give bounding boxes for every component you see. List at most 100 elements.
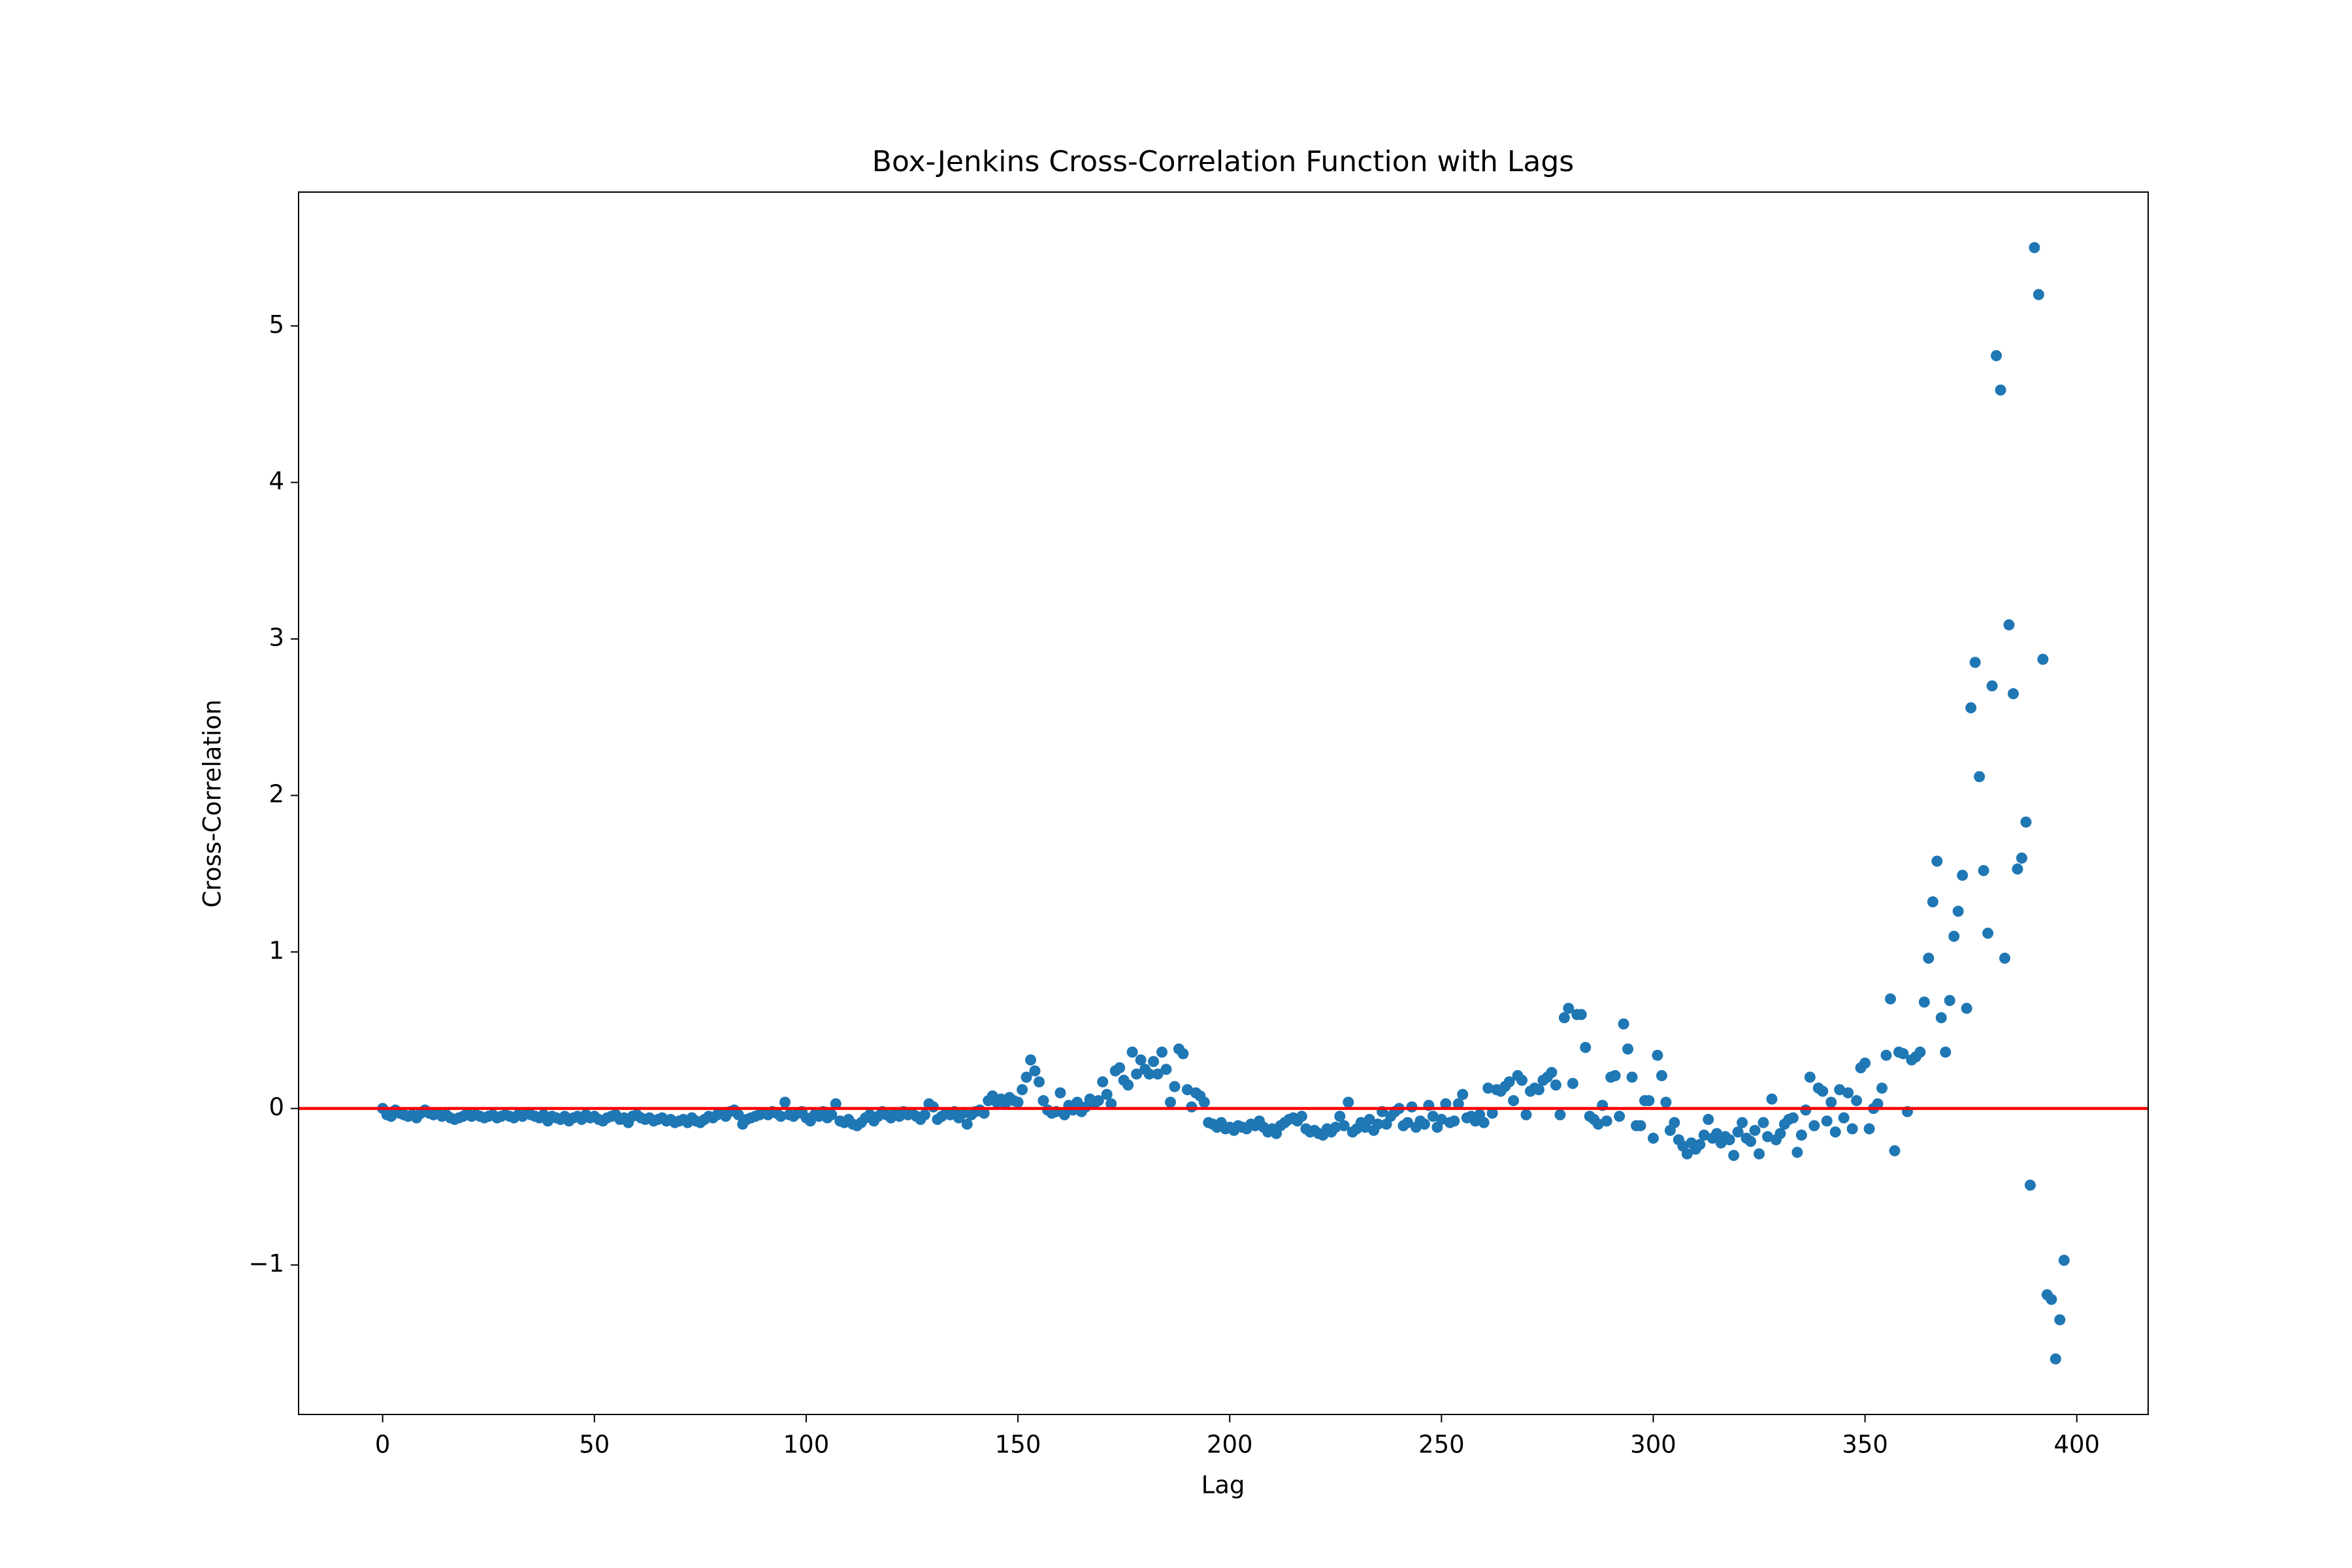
y-tick-label: 4 xyxy=(269,467,284,495)
point xyxy=(1440,1098,1452,1109)
point xyxy=(1533,1084,1544,1096)
point xyxy=(2054,1314,2066,1326)
point xyxy=(1058,1109,1070,1120)
point xyxy=(1885,993,1897,1005)
point xyxy=(1876,1083,1888,1094)
point xyxy=(1296,1111,1307,1122)
point xyxy=(1143,1068,1155,1080)
point xyxy=(1457,1088,1469,1100)
point xyxy=(1859,1057,1871,1069)
point xyxy=(1105,1098,1117,1109)
point xyxy=(1846,1123,1858,1135)
point xyxy=(1012,1096,1024,1108)
point xyxy=(919,1109,930,1120)
x-tick-label: 350 xyxy=(1842,1431,1888,1459)
point xyxy=(978,1107,990,1119)
x-tick-label: 200 xyxy=(1207,1431,1253,1459)
point xyxy=(1948,930,1960,942)
point xyxy=(1160,1064,1172,1075)
point xyxy=(1156,1046,1168,1058)
point xyxy=(1952,906,1964,917)
point xyxy=(1575,1009,1587,1021)
point xyxy=(1935,1012,1947,1024)
point xyxy=(1723,1134,1735,1146)
point xyxy=(1364,1113,1375,1125)
point xyxy=(1508,1095,1520,1107)
point xyxy=(1732,1126,1744,1138)
point xyxy=(1482,1083,1494,1094)
point xyxy=(1986,680,1998,692)
point xyxy=(1372,1119,1384,1130)
point xyxy=(1126,1046,1138,1058)
y-tick-label: 2 xyxy=(269,780,284,808)
point xyxy=(1766,1093,1778,1105)
point xyxy=(1131,1068,1143,1080)
point xyxy=(1795,1129,1807,1141)
point xyxy=(1029,1065,1041,1077)
point xyxy=(1978,865,1989,877)
point xyxy=(1148,1056,1160,1068)
point xyxy=(1808,1120,1820,1132)
point xyxy=(1135,1054,1147,1066)
point xyxy=(1694,1139,1706,1151)
point xyxy=(2050,1353,2061,1365)
point xyxy=(1101,1088,1113,1100)
point xyxy=(1999,953,2011,964)
point xyxy=(1563,1002,1575,1014)
point xyxy=(1601,1115,1612,1127)
point xyxy=(1965,702,1977,713)
point xyxy=(775,1111,787,1122)
point xyxy=(1757,1117,1769,1128)
point xyxy=(1567,1077,1578,1089)
x-tick-label: 250 xyxy=(1418,1431,1465,1459)
point xyxy=(1478,1117,1490,1128)
point xyxy=(1338,1120,1350,1132)
point xyxy=(1944,994,1955,1006)
point xyxy=(1656,1070,1667,1081)
plot-frame xyxy=(298,191,2149,1415)
point xyxy=(1025,1054,1037,1066)
x-tick-label: 400 xyxy=(2053,1431,2100,1459)
point xyxy=(1698,1129,1710,1141)
point xyxy=(2024,1179,2036,1191)
point xyxy=(1643,1095,1655,1107)
point xyxy=(1516,1075,1528,1086)
point xyxy=(1817,1085,1829,1097)
x-tick-label: 50 xyxy=(579,1431,610,1459)
point xyxy=(1969,657,1981,668)
point xyxy=(2012,863,2023,875)
point xyxy=(1918,996,1930,1008)
point xyxy=(1825,1096,1837,1108)
point xyxy=(1520,1109,1532,1120)
point xyxy=(1749,1124,1761,1136)
point xyxy=(1618,1018,1629,1030)
point xyxy=(1401,1117,1413,1128)
point xyxy=(1851,1095,1863,1107)
point xyxy=(1669,1117,1680,1128)
point xyxy=(957,1107,969,1119)
point xyxy=(1343,1096,1354,1108)
point xyxy=(1054,1087,1066,1099)
point xyxy=(1931,855,1943,867)
point xyxy=(1995,384,2006,396)
point xyxy=(1927,896,1938,907)
point xyxy=(1427,1111,1439,1122)
point xyxy=(1034,1076,1045,1088)
point xyxy=(1787,1112,1799,1124)
point xyxy=(1842,1087,1854,1099)
point xyxy=(1991,350,2002,361)
point xyxy=(1872,1098,1884,1109)
point xyxy=(1037,1095,1049,1107)
point xyxy=(1622,1043,1634,1055)
point xyxy=(732,1109,744,1120)
point xyxy=(1558,1012,1570,1024)
point xyxy=(1774,1128,1786,1139)
point xyxy=(1711,1128,1723,1139)
point xyxy=(1486,1107,1498,1119)
point xyxy=(1452,1098,1464,1109)
point xyxy=(927,1101,939,1113)
point xyxy=(1614,1111,1625,1122)
point xyxy=(1635,1120,1646,1132)
x-tick-label: 300 xyxy=(1630,1431,1676,1459)
